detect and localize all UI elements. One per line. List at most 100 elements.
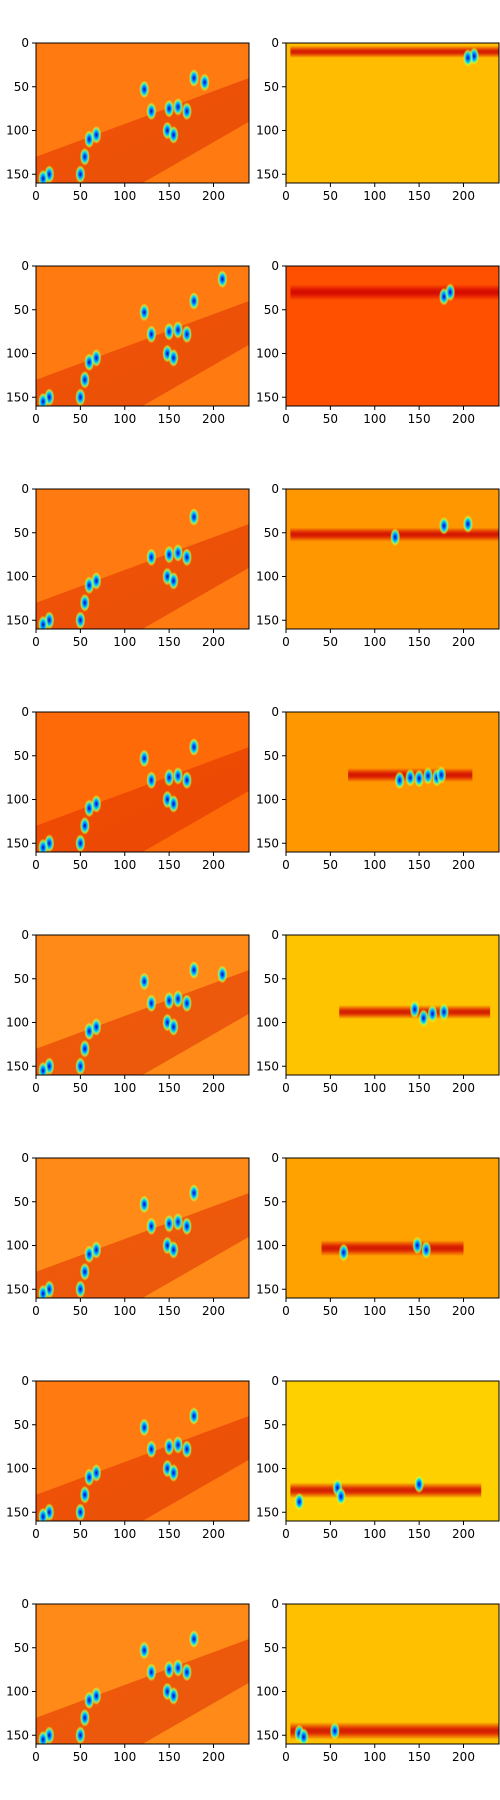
y-tick-label: 50	[14, 303, 29, 317]
hotspot-blob	[164, 99, 175, 118]
hotspot-blob	[164, 1214, 175, 1233]
hotspot-blob	[146, 102, 157, 121]
y-tick-label: 50	[14, 80, 29, 94]
hotspot-blob	[168, 348, 179, 367]
hotspot-blob	[164, 1437, 175, 1456]
hotspot-blob	[329, 1721, 340, 1740]
hotspot-blob	[75, 165, 86, 183]
y-tick-label: 150	[256, 1282, 279, 1296]
y-tick-label: 50	[264, 80, 279, 94]
hotspot-blob	[188, 508, 199, 526]
y-tick-label: 50	[264, 972, 279, 986]
heatmap-panel: 0 50 100 150 200 0 50 100 150	[256, 482, 500, 649]
x-tick-label: 50	[73, 412, 88, 426]
x-tick-label: 100	[363, 1750, 386, 1764]
hotspot-blob	[188, 1630, 199, 1648]
x-tick-label: 50	[323, 1527, 338, 1541]
x-tick-label: 150	[158, 189, 181, 203]
hotspot-blob	[217, 270, 228, 289]
y-tick-label: 50	[264, 303, 279, 317]
x-tick-label: 200	[202, 189, 225, 203]
hotspot-blob	[164, 768, 175, 787]
hotspot-blob	[91, 794, 102, 813]
y-tick-label: 150	[6, 1728, 29, 1742]
heatmap-panel: 0 50 100 150 200 0 50 100 150	[6, 705, 250, 872]
hotspot-blob	[91, 1463, 102, 1482]
panel-frame	[285, 1380, 500, 1522]
x-tick-label: 100	[113, 1081, 136, 1095]
hotspot-blob	[168, 1017, 179, 1036]
y-tick-label: 0	[271, 482, 279, 496]
panel-frame	[35, 42, 250, 184]
x-tick-label: 100	[363, 1527, 386, 1541]
hotspot-blob	[173, 543, 183, 562]
hotspot-blob	[91, 1686, 102, 1705]
hotspot-blob	[188, 292, 199, 310]
heatmap-panel: 0 50 100 150 200 0 50 100 150	[6, 1374, 250, 1541]
x-tick-label: 50	[323, 635, 338, 649]
y-tick-label: 50	[264, 749, 279, 763]
x-tick-label: 200	[452, 1750, 475, 1764]
heatmap-panel: 0 50 100 150 200 0 50 100 150	[6, 482, 250, 649]
hotspot-blob	[79, 1485, 90, 1504]
panel-background	[286, 1604, 499, 1744]
hotspot-blob	[139, 303, 150, 322]
y-tick-label: 150	[6, 1059, 29, 1073]
y-tick-label: 0	[21, 928, 29, 942]
y-tick-label: 150	[6, 167, 29, 181]
hotspot-blob	[462, 515, 473, 533]
hotspot-blob	[91, 1240, 102, 1259]
y-tick-label: 0	[271, 36, 279, 50]
y-tick-label: 150	[256, 613, 279, 627]
panel-frame	[285, 488, 500, 630]
hotspot-blob	[91, 125, 102, 144]
x-tick-label: 100	[113, 1750, 136, 1764]
panel-frame	[35, 711, 250, 853]
hotspot-blob	[181, 771, 192, 790]
hotspot-blob	[438, 516, 449, 535]
hotspot-blob	[181, 1440, 192, 1459]
heatmap-panel: 0 50 100 150 200 0 50 100 150	[256, 1374, 500, 1541]
hotspot-blob	[199, 73, 210, 92]
hotspot-blob	[188, 961, 199, 979]
hotspot-blob	[390, 528, 401, 547]
heatmap-panel: 0 50 100 150 200 0 50 100 150	[256, 705, 500, 872]
hotspot-blob	[75, 611, 86, 629]
x-tick-label: 200	[202, 1527, 225, 1541]
hotspot-blob	[168, 1240, 179, 1259]
y-tick-label: 0	[21, 1151, 29, 1165]
hotspot-blob	[139, 972, 150, 991]
x-tick-label: 200	[452, 1527, 475, 1541]
y-tick-label: 150	[256, 836, 279, 850]
hotspot-blob	[146, 771, 157, 790]
hotspot-blob	[139, 1418, 150, 1437]
y-tick-label: 100	[256, 1685, 279, 1699]
y-tick-label: 100	[256, 570, 279, 584]
hotspot-blob	[168, 1686, 179, 1705]
panel-frame	[35, 488, 250, 630]
y-tick-label: 100	[6, 124, 29, 138]
y-tick-label: 0	[21, 1374, 29, 1388]
x-tick-label: 100	[363, 858, 386, 872]
x-tick-label: 150	[408, 635, 431, 649]
x-tick-label: 0	[282, 635, 290, 649]
y-tick-label: 50	[14, 1641, 29, 1655]
x-tick-label: 150	[408, 189, 431, 203]
x-tick-label: 100	[363, 1081, 386, 1095]
hotspot-blob	[38, 1507, 49, 1521]
y-tick-label: 50	[14, 526, 29, 540]
panel-background	[286, 1381, 499, 1521]
x-tick-label: 150	[158, 1304, 181, 1318]
hotspot-blob	[75, 1726, 86, 1744]
y-tick-label: 50	[14, 1195, 29, 1209]
panel-frame	[285, 42, 500, 184]
hotspot-blob	[173, 766, 183, 785]
heatmap-panel: 0 50 100 150 200 0 50 100 150	[6, 36, 250, 203]
x-tick-label: 150	[158, 858, 181, 872]
panel-frame	[35, 1157, 250, 1299]
hotspot-blob	[139, 1195, 150, 1214]
hotspot-blob	[188, 1184, 199, 1202]
x-tick-label: 150	[408, 1304, 431, 1318]
hotspot-blob	[188, 69, 199, 87]
hotspot-blob	[75, 1503, 86, 1521]
